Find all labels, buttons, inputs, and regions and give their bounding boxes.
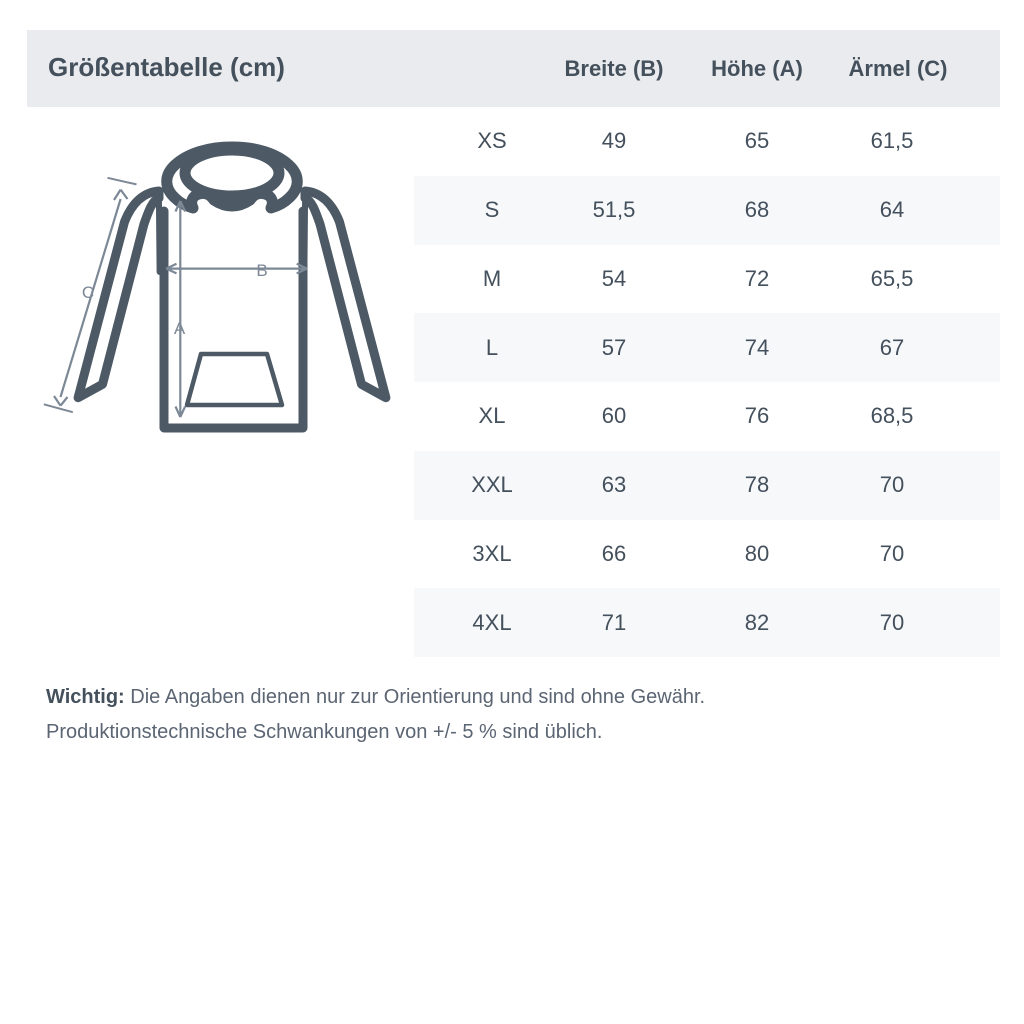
svg-text:A: A [174,319,186,338]
svg-text:B: B [256,261,267,280]
svg-text:C: C [82,283,94,302]
